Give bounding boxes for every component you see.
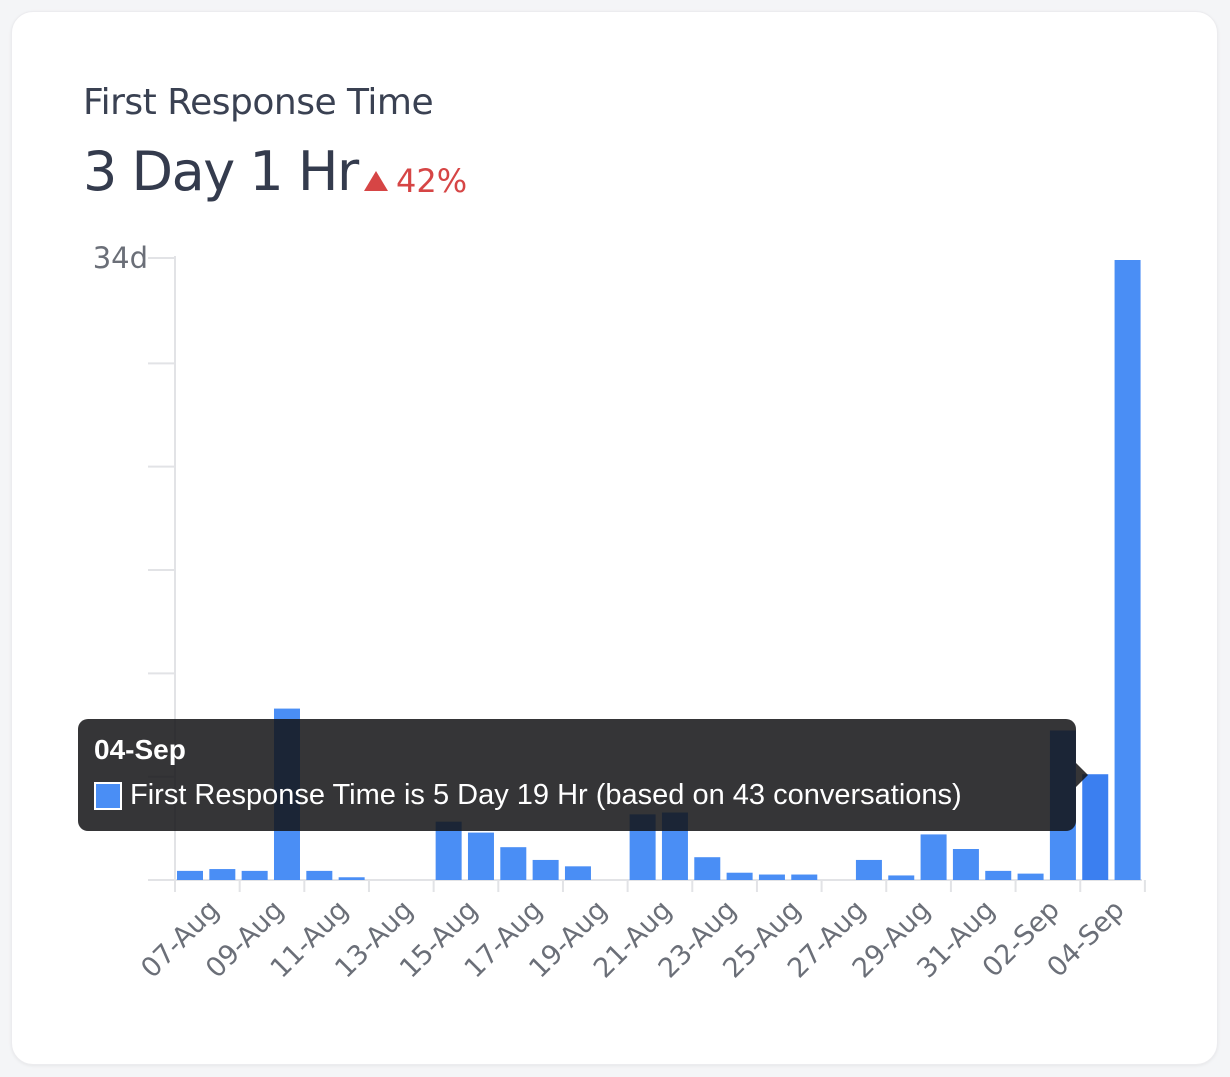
tooltip-text: First Response Time is 5 Day 19 Hr (base… bbox=[130, 779, 962, 811]
bar-02-Sep[interactable] bbox=[1017, 873, 1044, 880]
chart-tooltip: 04-Sep First Response Time is 5 Day 19 H… bbox=[78, 719, 1088, 831]
delta-badge: 42% bbox=[364, 162, 467, 200]
bar-15-Aug[interactable] bbox=[435, 821, 462, 880]
bar-04-Sep[interactable] bbox=[1082, 774, 1109, 880]
metric-value: 3 Day 1 Hr bbox=[83, 140, 359, 203]
bar-08-Aug[interactable] bbox=[209, 869, 236, 880]
x-axis-labels: 07-Aug09-Aug11-Aug13-Aug15-Aug17-Aug19-A… bbox=[135, 894, 1130, 984]
bar-31-Aug[interactable] bbox=[952, 849, 979, 880]
bar-07-Aug[interactable] bbox=[177, 870, 203, 880]
first-response-time-card: First Response Time 3 Day 1 Hr 42% bbox=[11, 11, 1218, 1065]
bar-11-Aug[interactable] bbox=[306, 870, 333, 880]
bar-18-Aug[interactable] bbox=[532, 859, 559, 880]
bar-30-Aug[interactable] bbox=[920, 834, 947, 880]
bar-23-Aug[interactable] bbox=[694, 857, 721, 880]
up-triangle-icon bbox=[364, 171, 388, 191]
bar-29-Aug[interactable] bbox=[888, 875, 915, 880]
tooltip-date: 04-Sep bbox=[94, 734, 186, 765]
bar-12-Aug[interactable] bbox=[338, 877, 365, 880]
bar-16-Aug[interactable] bbox=[467, 832, 494, 880]
bar-09-Aug[interactable] bbox=[241, 870, 268, 880]
bar-28-Aug[interactable] bbox=[855, 859, 882, 880]
tooltip-pointer-icon bbox=[1076, 763, 1088, 787]
bar-24-Aug[interactable] bbox=[726, 872, 753, 880]
series-swatch-icon bbox=[94, 781, 122, 810]
delta-value: 42% bbox=[396, 162, 468, 200]
bar-25-Aug[interactable] bbox=[758, 874, 785, 880]
bar-05-Sep[interactable] bbox=[1114, 260, 1141, 880]
bar-01-Sep[interactable] bbox=[985, 870, 1012, 880]
y-tick-label: 34d bbox=[93, 241, 148, 275]
bar-19-Aug[interactable] bbox=[564, 866, 591, 880]
card-title: First Response Time bbox=[83, 82, 434, 123]
bar-17-Aug[interactable] bbox=[500, 847, 527, 880]
bar-26-Aug[interactable] bbox=[791, 874, 818, 880]
